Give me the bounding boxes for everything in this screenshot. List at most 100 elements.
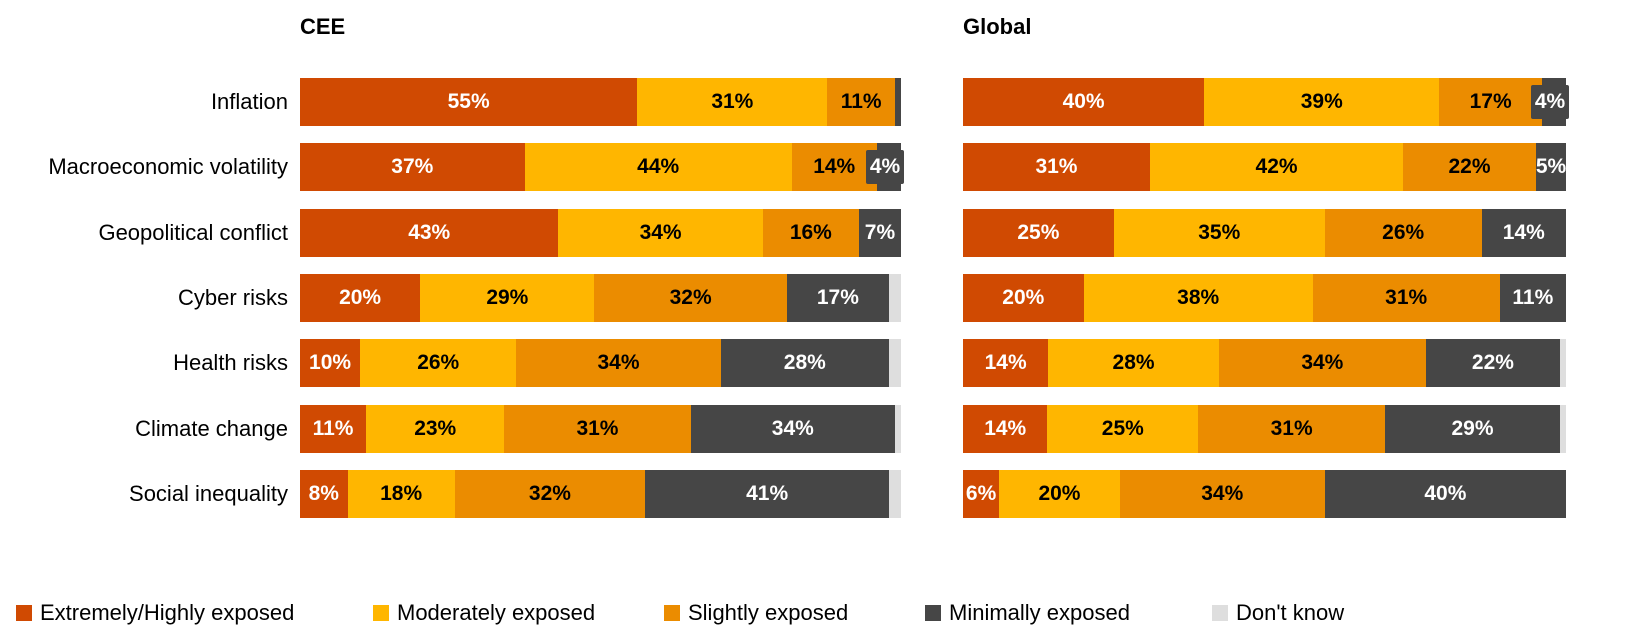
data-label: 32% bbox=[528, 481, 571, 505]
data-label: 7% bbox=[864, 220, 896, 244]
data-label: 4% bbox=[866, 150, 904, 185]
bar-segment bbox=[637, 78, 828, 126]
bar-segment bbox=[1385, 404, 1560, 453]
data-label: 34% bbox=[1201, 481, 1244, 505]
data-label: 34% bbox=[597, 351, 640, 375]
data-label: 32% bbox=[669, 285, 712, 309]
data-label: 14% bbox=[1502, 220, 1545, 244]
data-label: 31% bbox=[1385, 285, 1428, 309]
legend-label: Extremely/Highly exposed bbox=[40, 600, 295, 625]
data-label: 5% bbox=[1535, 155, 1567, 179]
bar-segment bbox=[720, 339, 889, 388]
bar-segment bbox=[762, 208, 859, 257]
data-label: 16% bbox=[789, 220, 832, 244]
bar-segment bbox=[1113, 208, 1325, 257]
bar-segment bbox=[1559, 404, 1566, 453]
bar-segment bbox=[1499, 273, 1566, 322]
legend-swatch bbox=[925, 605, 941, 621]
bar-segment bbox=[1559, 339, 1566, 388]
data-label: 55% bbox=[447, 90, 490, 113]
bar-segment bbox=[366, 404, 505, 453]
data-label: 4% bbox=[1531, 85, 1569, 119]
data-label: 41% bbox=[746, 481, 789, 505]
bar-segment bbox=[1425, 339, 1560, 388]
legend-swatch bbox=[1212, 605, 1228, 621]
bar-segment bbox=[963, 208, 1114, 257]
data-label: 42% bbox=[1255, 155, 1298, 179]
bar-segment bbox=[1324, 208, 1482, 257]
data-label: 37% bbox=[391, 155, 434, 179]
bar-segment bbox=[963, 78, 1205, 126]
data-label: 28% bbox=[1112, 351, 1155, 375]
bar-segment bbox=[894, 404, 901, 453]
bar-segment bbox=[420, 273, 595, 322]
bar-segment bbox=[690, 404, 895, 453]
legend-label: Minimally exposed bbox=[949, 600, 1130, 625]
bar-segment bbox=[524, 143, 792, 192]
bar-segment bbox=[858, 208, 901, 257]
data-label: 31% bbox=[1035, 155, 1078, 179]
bar-segment bbox=[999, 469, 1120, 518]
bar-segment bbox=[300, 404, 367, 453]
data-label: 20% bbox=[339, 285, 382, 309]
data-label: 22% bbox=[1448, 155, 1491, 179]
data-label: 10% bbox=[309, 351, 352, 375]
bar-segment bbox=[1149, 143, 1404, 192]
data-label: 14% bbox=[984, 351, 1027, 375]
data-label: 25% bbox=[1101, 416, 1144, 440]
legend-swatch bbox=[16, 605, 32, 621]
data-label: 18% bbox=[380, 481, 423, 505]
bar-segment bbox=[1119, 469, 1325, 518]
data-label: 40% bbox=[1424, 481, 1467, 505]
bar-segment bbox=[300, 469, 348, 518]
bar-segment bbox=[1439, 78, 1542, 126]
data-label: 29% bbox=[486, 285, 529, 309]
data-label: 22% bbox=[1471, 351, 1514, 375]
bar-segment bbox=[963, 469, 1000, 518]
data-label: 35% bbox=[1198, 220, 1241, 244]
bar-segment bbox=[454, 469, 646, 518]
bar-segment bbox=[516, 339, 721, 388]
data-label: 8% bbox=[308, 481, 339, 505]
data-label: 6% bbox=[965, 481, 997, 505]
bar-segment bbox=[300, 208, 559, 257]
bar-segment bbox=[300, 339, 361, 388]
data-label: 11% bbox=[312, 416, 354, 440]
data-label: 14% bbox=[984, 416, 1027, 440]
data-label: 17% bbox=[816, 285, 859, 309]
legend-item: Slightly exposed bbox=[664, 600, 848, 626]
data-label: 26% bbox=[1382, 220, 1425, 244]
bar-segment bbox=[594, 273, 787, 322]
data-label: 43% bbox=[408, 220, 451, 244]
data-label: 28% bbox=[783, 351, 826, 375]
data-label: 20% bbox=[1002, 285, 1045, 309]
legend-item: Don't know bbox=[1212, 600, 1344, 626]
panel-title-global: Global bbox=[963, 14, 1032, 39]
data-label: 17% bbox=[1469, 90, 1512, 113]
bar-segment bbox=[888, 339, 901, 388]
bar-segment bbox=[1083, 273, 1313, 322]
bar-segment bbox=[1481, 208, 1566, 257]
bar-segment bbox=[1403, 143, 1536, 192]
bar-segment bbox=[1218, 339, 1426, 388]
category-label: Health risks bbox=[173, 350, 288, 376]
legend-swatch bbox=[373, 605, 389, 621]
data-label: 14% bbox=[813, 155, 856, 179]
legend-label: Don't know bbox=[1236, 600, 1345, 625]
category-label: Macroeconomic volatility bbox=[48, 154, 288, 180]
bar-segment bbox=[1198, 404, 1386, 453]
data-label: 34% bbox=[771, 416, 814, 440]
legend-swatch bbox=[664, 605, 680, 621]
bar-segment bbox=[791, 143, 877, 192]
data-label: 29% bbox=[1451, 416, 1494, 440]
data-label: 39% bbox=[1300, 90, 1343, 113]
legend-label: Moderately exposed bbox=[397, 600, 596, 625]
bar-segment bbox=[1204, 78, 1440, 126]
bar-segment bbox=[1535, 143, 1566, 192]
bar-segment bbox=[888, 273, 901, 322]
data-label: 11% bbox=[840, 90, 882, 113]
bar-segment bbox=[300, 273, 421, 322]
bar-segment bbox=[963, 143, 1150, 192]
data-label: 40% bbox=[1062, 90, 1105, 113]
